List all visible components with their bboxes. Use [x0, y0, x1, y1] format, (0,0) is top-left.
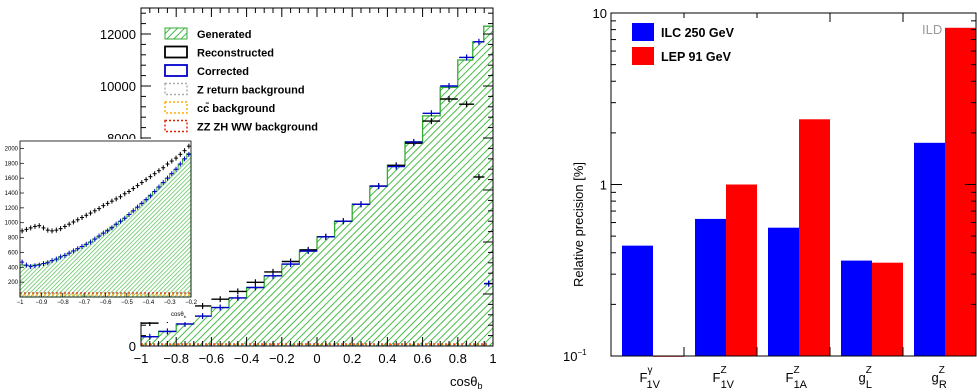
x-tick-label: 0.8	[449, 351, 467, 366]
inset-histogram: −1 −0.9 −0.8 −0.7 −0.6 −0.5 −0.4 −0.3 −0.2 200 400…	[0, 139, 198, 322]
generated-bar	[281, 264, 300, 346]
inset-x-tick-label: −0.5	[121, 300, 134, 306]
x-tick-label: −0.4	[234, 351, 260, 366]
x-tick-label: −1	[134, 351, 149, 366]
x-tick-label: −0.6	[199, 351, 225, 366]
legend-entry: ZZ ZH WW background	[197, 122, 318, 134]
inset-y-tick-label: 1400	[5, 191, 19, 197]
category-label: Fγ 1V	[640, 365, 661, 391]
generated-bar	[229, 297, 247, 346]
inset-y-tick-label: 1600	[5, 176, 19, 182]
precision-bar	[622, 245, 653, 356]
inset-y-tick-label: 2000	[5, 146, 19, 152]
precision-bar	[914, 142, 945, 356]
generated-bar	[387, 165, 405, 346]
generated-bar	[299, 251, 317, 346]
left-histogram-chart: −1 −0.8 −0.6 −0.4 −0.2 0 0.2 0.4 0.6 0.8 1 0 2000 400…	[0, 7, 497, 391]
x-tick-label: 0	[313, 351, 320, 366]
generated-bar	[483, 26, 493, 346]
x-tick-label: 0.2	[343, 351, 361, 366]
generated-bar	[352, 204, 370, 346]
legend-entry: Corrected	[197, 66, 249, 78]
category-label: gZ R	[932, 365, 947, 391]
inset-x-tick-label: −0.3	[164, 300, 177, 306]
inset-y-tick-label: 1800	[5, 161, 19, 167]
precision-bar	[872, 262, 903, 356]
legend-entry: Generated	[197, 29, 251, 41]
main-legend: Generated Reconstructed Corrected Z return …	[164, 27, 318, 134]
inset-x-tick-label: −0.9	[35, 300, 48, 306]
precision-bars: Fγ 1V FZ 1V FZ 1A gZ L gZ R	[622, 27, 976, 391]
inset-y-tick-label: 600	[8, 250, 19, 256]
generated-histogram	[141, 25, 493, 347]
ild-label: ILD	[922, 22, 942, 37]
inset-x-tick-label: −0.7	[78, 300, 91, 306]
legend-entry: ILC 250 GeV	[661, 26, 735, 40]
x-tick-label: 1	[489, 351, 496, 366]
generated-bar	[457, 60, 473, 346]
inset-y-tick-label: 1200	[5, 206, 19, 212]
legend-entry: Reconstructed	[197, 48, 274, 60]
precision-legend: ILC 250 GeV LEP 91 GeV	[628, 18, 776, 76]
y-tick-label: 10000	[100, 79, 136, 94]
x-tick-label: 0.4	[378, 351, 396, 366]
generated-bar	[440, 87, 458, 347]
legend-swatch	[632, 23, 654, 41]
generated-bar	[369, 186, 388, 346]
precision-bar	[726, 184, 757, 356]
main-x-axis-label: cosθb	[450, 374, 482, 391]
generated-bar	[158, 331, 177, 346]
precision-bar	[768, 227, 799, 356]
y-tick-label: 0	[129, 339, 136, 354]
inset-y-tick-label: 1000	[5, 221, 19, 227]
inset-y-tick-label: 200	[8, 280, 19, 286]
generated-bar	[317, 236, 335, 346]
inset-x-tick-label: −0.8	[57, 300, 70, 306]
precision-bar	[945, 27, 976, 357]
inset-x-tick-label: −0.2	[185, 300, 198, 306]
y-tick-label: 12000	[100, 27, 136, 42]
generated-bar	[246, 287, 265, 346]
generated-bar	[176, 324, 194, 346]
legend-entry: Z return background	[197, 85, 305, 97]
legend-swatch	[632, 47, 654, 65]
precision-bar	[841, 260, 872, 356]
right-precision-chart: Fγ 1V FZ 1V FZ 1A gZ L gZ R 10−1 1 10 ILC 250 GeV LE…	[563, 6, 977, 391]
inset-y-tick-label: 400	[8, 265, 19, 271]
category-label: gZ L	[859, 365, 872, 391]
precision-y-axis-label: Relative precision [%]	[571, 162, 586, 287]
precision-bar	[695, 218, 726, 356]
y-tick-label: 10−1	[563, 348, 587, 364]
generated-bar	[405, 141, 423, 346]
legend-entry: LEP 91 GeV	[661, 50, 732, 64]
generated-bar	[211, 307, 229, 346]
x-tick-label: 0.6	[414, 351, 432, 366]
x-tick-label: −0.8	[163, 351, 189, 366]
y-tick-label: 10	[593, 6, 607, 21]
generated-bar	[472, 41, 484, 347]
category-label: FZ 1A	[786, 365, 808, 391]
y-tick-label: 1	[600, 178, 607, 193]
x-tick-label: −0.2	[269, 351, 295, 366]
inset-x-tick-label: −0.6	[100, 300, 113, 306]
generated-bar	[193, 316, 212, 346]
category-label: FZ 1V	[713, 365, 735, 391]
generated-bar	[422, 115, 441, 347]
inset-x-tick-label: −0.4	[142, 300, 155, 306]
inset-x-axis-label: cosθb	[171, 312, 187, 319]
generated-bar	[264, 275, 282, 346]
inset-y-tick-label: 800	[8, 236, 19, 242]
generated-bar	[334, 221, 353, 346]
inset-x-tick-label: −1	[17, 300, 25, 306]
precision-bar	[799, 119, 830, 357]
legend-entry: cc̄ background	[197, 103, 275, 115]
